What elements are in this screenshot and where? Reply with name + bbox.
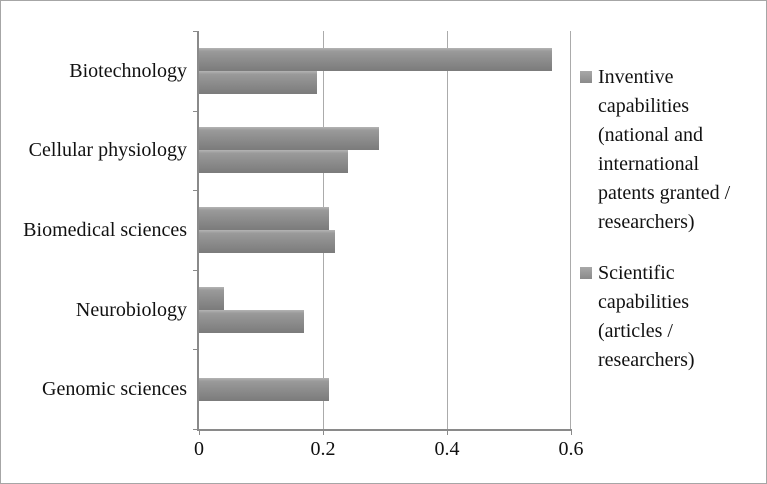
category-row [199, 111, 571, 191]
legend-entry: Scientific capabilities (articles / rese… [580, 259, 760, 375]
x-axis-tick [571, 429, 572, 435]
plot-right-border [570, 31, 571, 429]
x-axis-tick [199, 429, 200, 435]
bar-series0-biotechnology [199, 47, 553, 71]
category-label: Biomedical sciences [23, 219, 187, 241]
y-axis-tick [193, 190, 199, 192]
legend-label: Scientific capabilities (articles / rese… [598, 262, 695, 371]
category-label: Cellular physiology [28, 139, 187, 162]
bar-series1-genomic-sciences [199, 377, 330, 401]
plot-area [199, 31, 571, 429]
x-axis-tick [447, 429, 448, 435]
category-row [199, 31, 571, 111]
x-tick-label: 0.6 [558, 438, 584, 460]
x-axis-tick [323, 429, 324, 435]
bar-series0-neurobiology [199, 286, 224, 310]
legend-marker-icon [580, 71, 592, 83]
y-axis-line [197, 31, 199, 431]
gridline-x-0.4 [447, 31, 448, 429]
bar-series1-biotechnology [199, 70, 317, 94]
bar-series0-cellular-physiology [199, 127, 379, 151]
category-label: Genomic sciences [42, 378, 187, 401]
bar-series0-biomedical-sciences [199, 206, 330, 230]
y-axis-tick [193, 269, 199, 271]
category-label: Biotechnology [69, 59, 187, 82]
bar-series1-neurobiology [199, 309, 305, 333]
y-axis-tick [193, 429, 199, 430]
legend-label: Inventive capabilities (national and int… [598, 66, 731, 233]
x-axis-line [197, 429, 572, 431]
category-label: Neurobiology [75, 298, 187, 321]
category-row [199, 270, 571, 350]
bar-series1-biomedical-sciences [199, 229, 336, 253]
category-row [199, 349, 571, 429]
category-row [199, 190, 571, 270]
bar-series1-cellular-physiology [199, 150, 348, 174]
x-tick-label: 0.4 [434, 438, 460, 460]
y-axis-tick [193, 31, 199, 32]
x-tick-label: 0.2 [310, 438, 336, 460]
x-tick-label: 0 [194, 438, 204, 460]
legend: Inventive capabilities (national and int… [580, 63, 760, 397]
legend-marker-icon [580, 267, 592, 279]
legend-entry: Inventive capabilities (national and int… [580, 63, 760, 237]
y-axis-tick [193, 110, 199, 112]
y-axis-tick [193, 349, 199, 351]
